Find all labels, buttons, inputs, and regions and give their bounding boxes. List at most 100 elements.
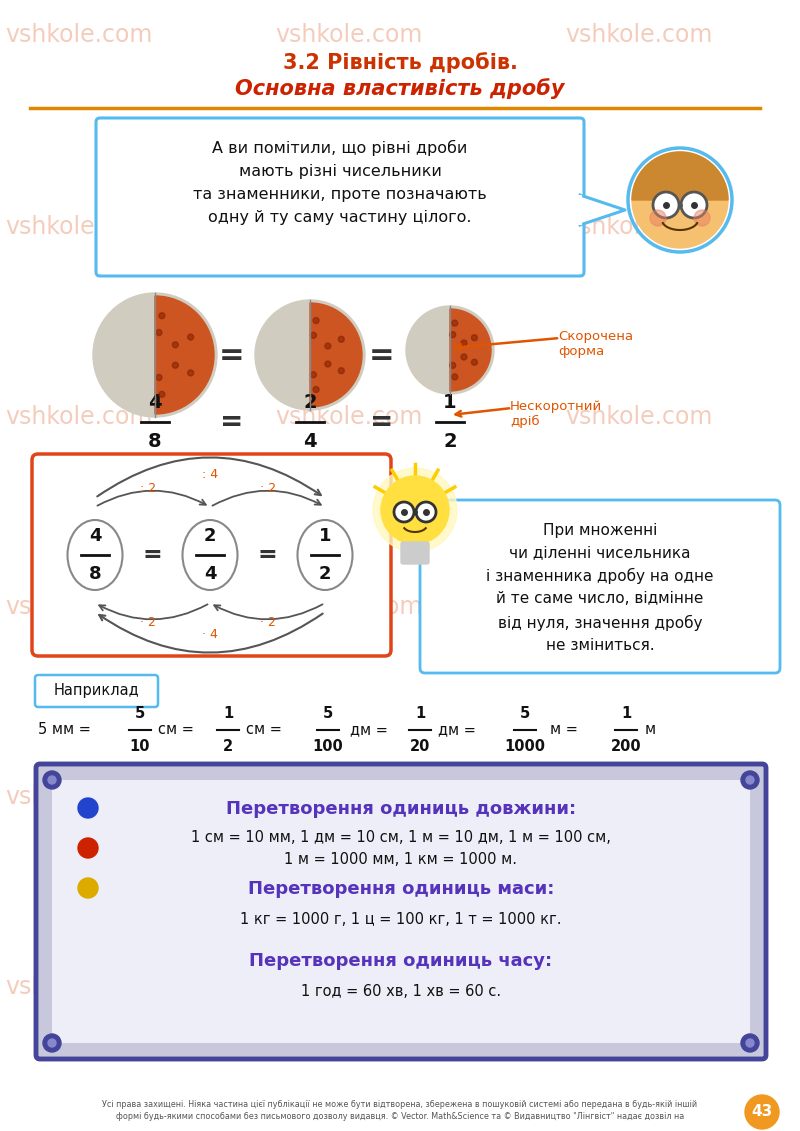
Text: vshkole.com: vshkole.com (565, 595, 712, 619)
Circle shape (78, 878, 98, 898)
Circle shape (156, 374, 162, 380)
FancyBboxPatch shape (96, 118, 584, 276)
Circle shape (471, 335, 478, 340)
Ellipse shape (298, 520, 353, 590)
Text: vshkole.com: vshkole.com (565, 215, 712, 239)
Circle shape (746, 776, 754, 784)
Text: см =: см = (158, 723, 194, 737)
Wedge shape (155, 296, 214, 414)
Circle shape (681, 192, 707, 218)
Text: vshkole.com: vshkole.com (565, 785, 712, 809)
Text: vshkole.com: vshkole.com (275, 785, 422, 809)
FancyBboxPatch shape (32, 454, 391, 656)
Text: 4: 4 (204, 566, 216, 582)
Text: 1: 1 (621, 706, 631, 720)
Text: : 4: : 4 (202, 468, 218, 482)
Text: Скорочена
форма: Скорочена форма (558, 330, 633, 359)
Text: =: = (219, 340, 245, 370)
Circle shape (338, 368, 344, 373)
Text: При множенні
чи діленні чисельника
і знаменника дробу на одне
й те саме число, в: При множенні чи діленні чисельника і зна… (486, 523, 714, 653)
Text: vshkole.com: vshkole.com (275, 215, 422, 239)
Circle shape (373, 468, 457, 552)
Circle shape (694, 210, 710, 226)
Text: 2: 2 (223, 739, 233, 754)
Text: vshkole.com: vshkole.com (5, 23, 152, 48)
Text: vshkole.com: vshkole.com (275, 595, 422, 619)
Circle shape (159, 312, 165, 319)
Circle shape (313, 318, 319, 323)
Text: см =: см = (246, 723, 282, 737)
Circle shape (452, 320, 458, 326)
Circle shape (48, 1039, 56, 1047)
Text: 2: 2 (318, 566, 331, 582)
Circle shape (172, 362, 178, 369)
FancyBboxPatch shape (401, 542, 429, 564)
Circle shape (416, 502, 436, 523)
Text: дм =: дм = (350, 723, 388, 737)
Text: 2: 2 (303, 392, 317, 412)
Text: дм =: дм = (438, 723, 476, 737)
Circle shape (406, 307, 494, 394)
Text: Перетворення одиниць маси:: Перетворення одиниць маси: (248, 880, 554, 898)
Text: 5: 5 (323, 706, 333, 720)
Text: vshkole.com: vshkole.com (565, 975, 712, 999)
Circle shape (78, 798, 98, 818)
Circle shape (310, 333, 317, 338)
Text: · 2: · 2 (260, 615, 276, 629)
Text: vshkole.com: vshkole.com (5, 975, 152, 999)
Wedge shape (310, 303, 362, 407)
FancyBboxPatch shape (420, 500, 780, 673)
Text: vshkole.com: vshkole.com (5, 405, 152, 429)
Ellipse shape (182, 520, 238, 590)
Text: 5 мм =: 5 мм = (38, 723, 91, 737)
Circle shape (188, 334, 194, 340)
Text: Основна властивість дробу: Основна властивість дробу (235, 78, 565, 100)
Circle shape (471, 360, 478, 365)
Text: 1 см = 10 мм, 1 дм = 10 см, 1 м = 10 дм, 1 м = 100 см,
1 м = 1000 мм, 1 км = 100: 1 см = 10 мм, 1 дм = 10 см, 1 м = 10 дм,… (191, 830, 611, 867)
Text: vshkole.com: vshkole.com (565, 405, 712, 429)
Text: 4: 4 (89, 527, 102, 545)
Text: vshkole.com: vshkole.com (275, 23, 422, 48)
Text: vshkole.com: vshkole.com (565, 23, 712, 48)
Circle shape (745, 1095, 779, 1129)
Circle shape (461, 340, 467, 346)
Text: Наприклад: Наприклад (54, 683, 139, 699)
Text: Перетворення одиниць довжини:: Перетворення одиниць довжини: (226, 800, 576, 818)
FancyBboxPatch shape (35, 675, 158, 707)
Wedge shape (450, 309, 491, 391)
Text: 2: 2 (204, 527, 216, 545)
Circle shape (48, 776, 56, 784)
Circle shape (325, 343, 331, 349)
Text: 20: 20 (410, 739, 430, 754)
Circle shape (310, 372, 317, 378)
Text: 1: 1 (318, 527, 331, 545)
Circle shape (741, 1034, 759, 1052)
Text: · 2: · 2 (140, 615, 156, 629)
Text: =: = (220, 408, 244, 435)
Text: · 4: · 4 (202, 629, 218, 641)
Circle shape (632, 152, 728, 248)
Circle shape (741, 771, 759, 789)
Circle shape (156, 329, 162, 336)
Circle shape (653, 192, 679, 218)
Text: =: = (370, 408, 394, 435)
Circle shape (172, 342, 178, 347)
Text: 5: 5 (135, 706, 145, 720)
Text: 8: 8 (148, 432, 162, 451)
Circle shape (394, 502, 414, 523)
Text: 3.2 Рівність дробів.: 3.2 Рівність дробів. (282, 52, 518, 74)
Text: 1 год = 60 хв, 1 хв = 60 с.: 1 год = 60 хв, 1 хв = 60 с. (301, 984, 501, 999)
Text: 5: 5 (520, 706, 530, 720)
Circle shape (159, 391, 165, 397)
Text: 1: 1 (415, 706, 425, 720)
Text: vshkole.com: vshkole.com (5, 785, 152, 809)
Circle shape (325, 361, 331, 366)
Circle shape (461, 354, 467, 360)
Text: Усі права захищені. Ніяка частина цієї публікації не може бути відтворена, збере: Усі права захищені. Ніяка частина цієї п… (102, 1100, 698, 1121)
Wedge shape (632, 152, 728, 200)
Text: А ви помітили, що рівні дроби
мають різні чисельники
та знаменники, проте познач: А ви помітили, що рівні дроби мають різн… (193, 140, 487, 225)
Circle shape (255, 300, 365, 411)
Text: 2: 2 (443, 432, 457, 451)
Text: vshkole.com: vshkole.com (275, 405, 422, 429)
Circle shape (43, 771, 61, 789)
